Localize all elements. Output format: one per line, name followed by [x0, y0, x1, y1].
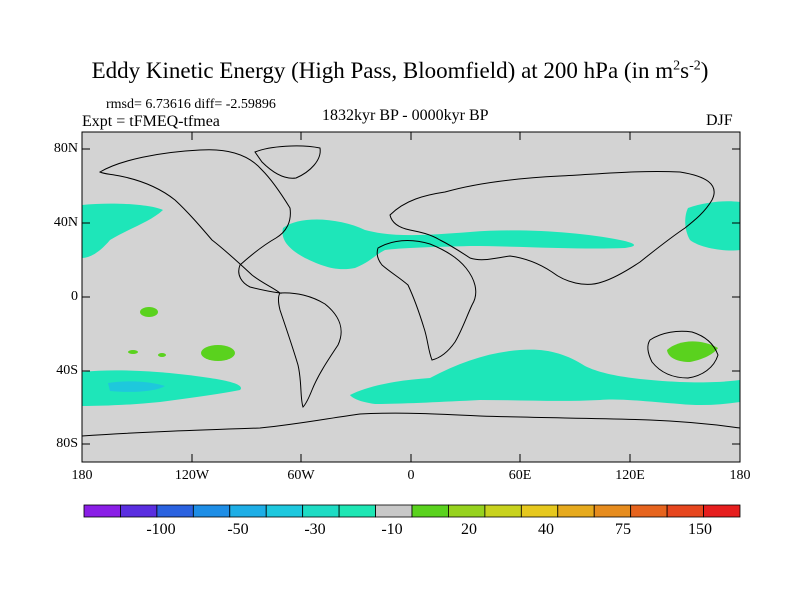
- experiment-label: Expt = tFMEQ-tfmea: [82, 113, 220, 130]
- north-pacific-west-band: [685, 201, 740, 251]
- lon-label-120e: 120E: [615, 468, 645, 483]
- colorbar-label-5: 20: [461, 521, 477, 538]
- lon-label-120w: 120W: [174, 468, 210, 483]
- colorbar-swatch-10: [411, 504, 449, 518]
- colorbar-swatch-6: [265, 504, 304, 518]
- lon-label-60w: 60W: [287, 468, 315, 483]
- coastlines: [81, 145, 741, 437]
- colorbar-label-1: -100: [146, 521, 176, 538]
- stats-label: rmsd= 6.73616 diff= -2.59896: [106, 97, 276, 112]
- pacific-green-spot-1: [201, 345, 235, 361]
- colorbar-swatch-17: [666, 504, 704, 518]
- colorbar-label-6: 40: [538, 521, 554, 538]
- south-america-coast: [278, 292, 342, 408]
- colorbar-swatch-7: [302, 504, 340, 518]
- pacific-green-spot-3: [128, 350, 138, 354]
- colorbar-label-8: 150: [688, 521, 712, 538]
- southern-ocean-main-band: [350, 349, 740, 406]
- colorbar-swatch-4: [192, 504, 231, 518]
- lat-label-80s: 80S: [56, 436, 78, 451]
- africa-coast: [376, 240, 477, 361]
- lon-label-0: 0: [407, 468, 415, 483]
- period-label: 1832kyr BP - 0000kyr BP: [322, 107, 489, 124]
- pacific-green-spot-2: [140, 307, 158, 317]
- antarctica-coast: [81, 412, 741, 437]
- lat-label-0: 0: [71, 289, 78, 304]
- lat-label-80n: 80N: [53, 141, 78, 156]
- colorbar-swatch-13: [520, 504, 559, 518]
- colorbar-swatch-1: [83, 504, 121, 518]
- colorbar-swatch-8: [338, 504, 376, 518]
- colorbar-swatch-14: [557, 504, 595, 518]
- southern-ocean-west-band: [82, 370, 241, 406]
- lon-label-180w: 180: [71, 468, 93, 483]
- lat-label-40s: 40S: [56, 363, 78, 378]
- eurasia-coast: [389, 170, 715, 285]
- north-pacific-east-band: [82, 203, 163, 258]
- colorbar-swatch-9: [375, 504, 413, 518]
- lon-label-180e: 180: [729, 468, 751, 483]
- colorbar-swatch-11: [448, 504, 486, 518]
- map-background: [82, 132, 740, 462]
- plot-title: Eddy Kinetic Energy (High Pass, Bloomfie…: [91, 58, 709, 83]
- colorbar-swatch-5: [229, 504, 267, 518]
- map-frame: [81, 131, 741, 463]
- lon-label-60e: 60E: [508, 468, 532, 483]
- colorbar-label-3: -30: [304, 521, 326, 538]
- colorbar-label-7: 75: [615, 521, 631, 538]
- southern-ocean-blue-core: [108, 381, 165, 392]
- pacific-green-spot-4: [158, 353, 166, 357]
- colorbar-swatch-12: [484, 504, 522, 518]
- colorbar-swatch-18: [703, 504, 741, 518]
- colorbar-label-4: -10: [381, 521, 403, 538]
- australia-green-spot: [667, 341, 718, 362]
- colorbar-swatch-16: [630, 504, 668, 518]
- season-label: DJF: [706, 112, 733, 129]
- north-atlantic-band: [282, 219, 635, 270]
- colorbar-label-2: -50: [227, 521, 249, 538]
- colorbar: [83, 504, 741, 518]
- greenland-coast: [254, 145, 321, 179]
- lat-label-40n: 40N: [53, 215, 78, 230]
- australia-coast: [647, 330, 719, 379]
- anomaly-shading: [82, 201, 740, 406]
- colorbar-swatch-2: [120, 504, 158, 518]
- colorbar-swatch-15: [593, 504, 632, 518]
- colorbar-swatch-3: [156, 504, 194, 518]
- north-america-coast: [98, 149, 291, 294]
